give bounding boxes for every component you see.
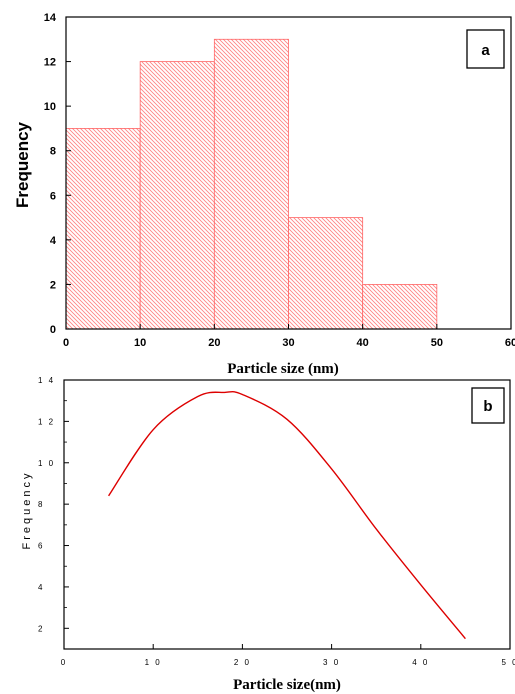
y-tick-label: 10 (44, 101, 56, 113)
histogram-bar (362, 284, 438, 330)
y-axis-label-a: Frequency (13, 121, 32, 208)
x-tick-label: 30 (282, 337, 294, 349)
histogram-bar (288, 217, 364, 330)
x-tick-label: 3 0 (323, 658, 340, 667)
y-tick-label: 12 (44, 57, 56, 69)
x-tick-label: 4 0 (412, 658, 429, 667)
histogram-panel-a: 0 10 20 30 40 50 60 0 2 4 6 8 10 12 14 Frequency Parti… (13, 12, 515, 377)
histogram-bars (65, 38, 438, 330)
x-tick-label: 0 (61, 658, 67, 667)
panel-label-box-a (466, 29, 505, 69)
y-tick-label: 0 (50, 324, 56, 336)
x-tick-label: 10 (134, 337, 146, 349)
y-tick-label: 4 (50, 235, 57, 247)
x-axis-label-a: Particle size (nm) (227, 361, 339, 377)
axis-ticks-b: 0 1 0 2 0 3 0 4 0 5 0 2 4 6 8 1 0 1 2 1 4 (38, 376, 515, 667)
y-tick-label: 1 4 (38, 376, 55, 385)
axis-ticks-a: 0 10 20 30 40 50 60 0 2 4 6 8 10 12 14 (44, 12, 515, 349)
x-tick-label: 5 0 (501, 658, 515, 667)
y-tick-label: 1 2 (38, 417, 55, 426)
y-tick-label: 6 (38, 542, 44, 551)
x-tick-label: 1 0 (145, 658, 162, 667)
y-tick-label: 6 (50, 190, 56, 202)
y-tick-label: 8 (38, 500, 44, 509)
y-tick-label: 14 (44, 12, 57, 24)
y-axis-label-b: Frequency (21, 471, 33, 550)
x-tick-label: 2 0 (234, 658, 251, 667)
x-tick-label: 0 (63, 337, 69, 349)
panel-label-b: b (483, 398, 492, 415)
y-tick-label: 2 (50, 279, 56, 291)
x-tick-label: 20 (208, 337, 220, 349)
x-tick-label: 40 (357, 337, 369, 349)
y-tick-label: 4 (38, 583, 44, 592)
x-tick-label: 60 (505, 337, 515, 349)
plot-frame-b (63, 379, 511, 650)
histogram-bar (139, 61, 215, 330)
x-tick-label: 50 (431, 337, 443, 349)
histogram-bar (65, 128, 141, 330)
y-tick-label: 1 0 (38, 459, 55, 468)
y-tick-label: 2 (38, 624, 44, 633)
panel-label-box-b (471, 387, 505, 424)
histogram-bar (213, 38, 289, 330)
y-tick-label: 8 (50, 146, 56, 158)
panel-label-a: a (481, 42, 490, 59)
x-axis-label-b: Particle size(nm) (233, 677, 341, 693)
distribution-curve (108, 390, 466, 640)
